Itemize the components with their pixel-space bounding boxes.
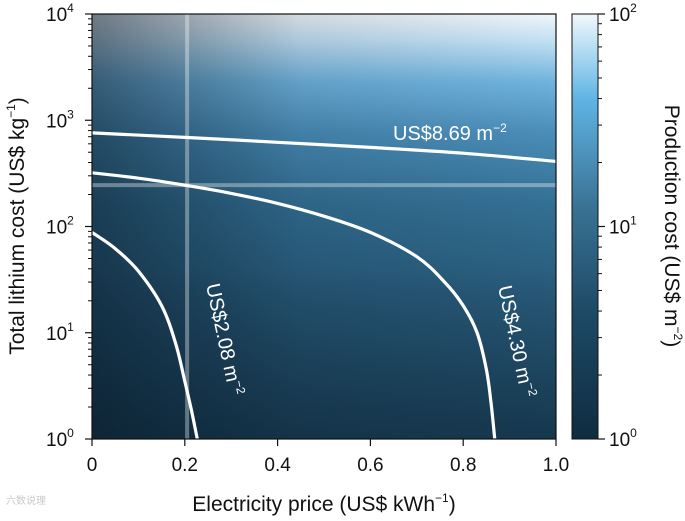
contour-lines xyxy=(92,131,556,439)
colorbar-gradient xyxy=(571,13,599,440)
x-axis-label: Electricity price (US$ kWh−1) xyxy=(192,491,455,516)
y-tick-label: 104 xyxy=(46,1,74,26)
x-tick-label: 0 xyxy=(87,455,98,476)
colorbar-label: Production cost (US$ m−2) xyxy=(660,105,685,347)
contour-line-1 xyxy=(92,171,497,439)
heatmap xyxy=(92,14,556,439)
colorbar-ticks: 100 101 102 xyxy=(598,1,637,451)
colorbar-tick-label: 101 xyxy=(609,214,637,239)
y-tick-label: 102 xyxy=(46,214,74,239)
y-axis-ticks: 100 101 102 103 104 xyxy=(46,1,92,451)
x-tick-label: 0.4 xyxy=(264,455,291,476)
y-tick-label: 101 xyxy=(46,320,74,345)
reference-lines xyxy=(92,14,556,439)
colorbar-tick-label: 102 xyxy=(609,1,637,26)
x-tick-label: 1.0 xyxy=(543,455,569,476)
x-tick-label: 0.6 xyxy=(357,455,383,476)
x-tick-label: 0.2 xyxy=(172,455,198,476)
contour-line-0 xyxy=(92,231,199,439)
y-tick-label: 103 xyxy=(46,107,74,132)
colorbar: 100 101 102 Production cost (US$ m−2) xyxy=(571,1,685,451)
colorbar-tick-label: 100 xyxy=(609,426,637,451)
y-axis-label: Total lithium cost (US$ kg−1) xyxy=(4,97,29,355)
contour-label-8.69: US$8.69 m−2 xyxy=(393,121,507,145)
contour-line-2 xyxy=(92,131,556,163)
watermark: 六数说理 xyxy=(6,494,46,507)
x-axis-ticks: 0 0.2 0.4 0.6 0.8 1.0 xyxy=(87,439,569,476)
x-tick-label: 0.8 xyxy=(450,455,476,476)
y-tick-label: 100 xyxy=(46,426,74,451)
